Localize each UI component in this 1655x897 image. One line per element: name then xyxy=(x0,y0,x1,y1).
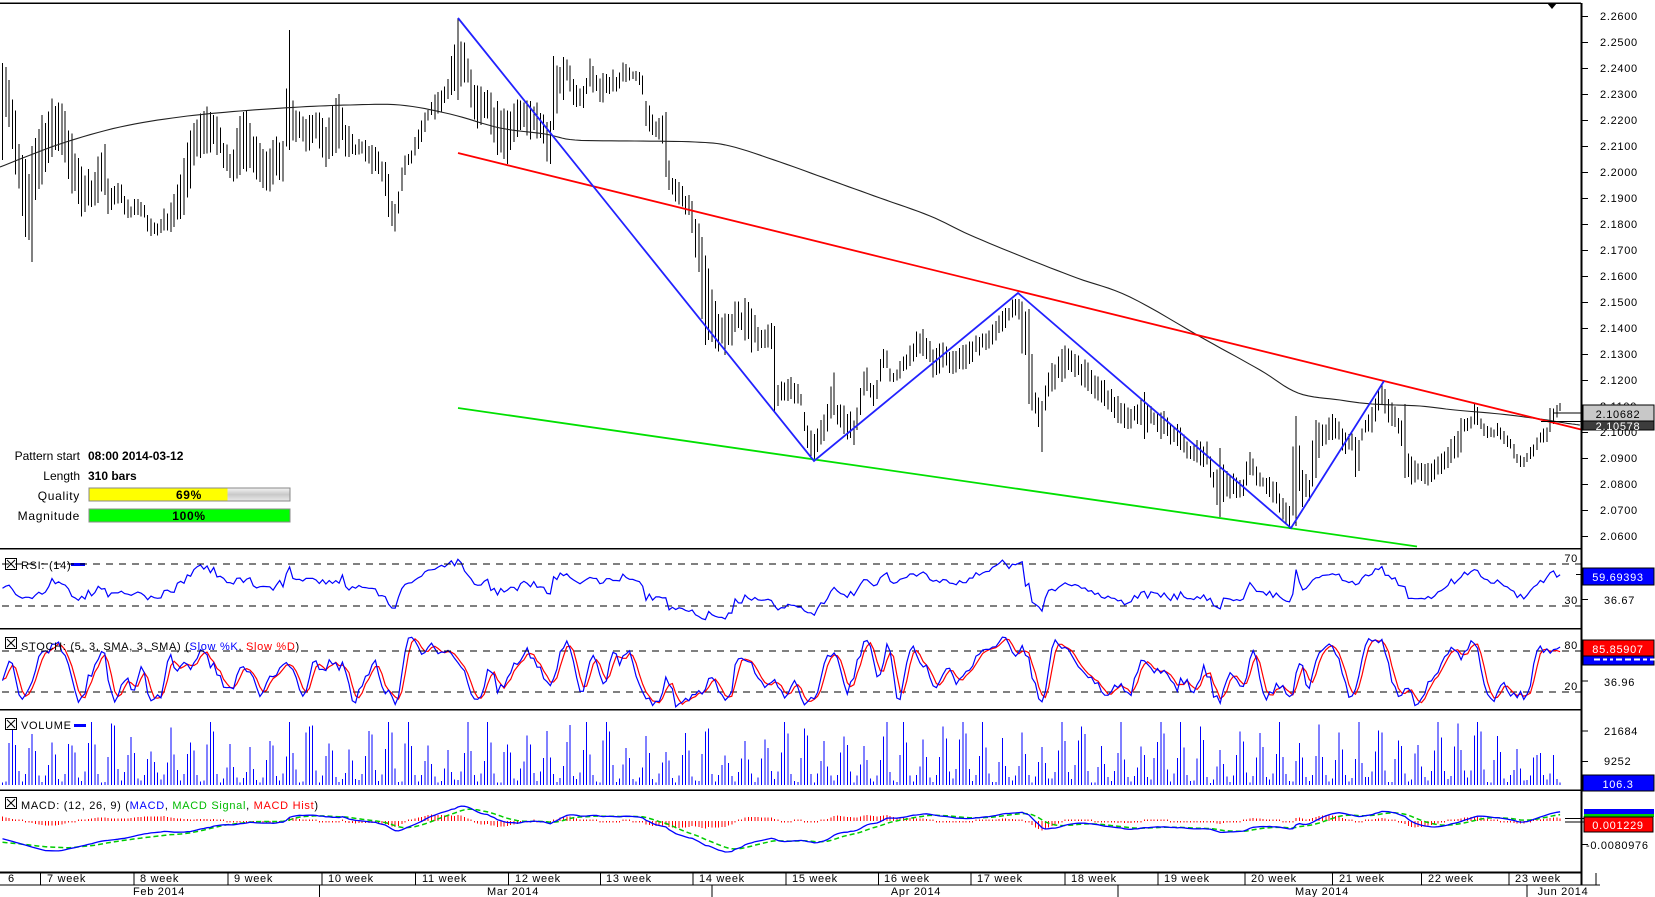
svg-text:2.10578: 2.10578 xyxy=(1596,421,1641,433)
svg-text:2.2000: 2.2000 xyxy=(1600,167,1638,179)
svg-text:MACD: (12, 26, 9) (MACD, MACD: MACD: (12, 26, 9) (MACD, MACD Signal, MA… xyxy=(21,800,319,812)
svg-text:22 week: 22 week xyxy=(1428,873,1474,885)
svg-text:13 week: 13 week xyxy=(606,873,652,885)
svg-text:Magnitude: Magnitude xyxy=(18,509,80,523)
svg-text:100%: 100% xyxy=(172,509,206,523)
svg-text:8 week: 8 week xyxy=(140,873,179,885)
svg-text:08:00 2014-03-12: 08:00 2014-03-12 xyxy=(88,449,184,463)
svg-text:11 week: 11 week xyxy=(422,873,467,885)
svg-text:20 week: 20 week xyxy=(1251,873,1297,885)
svg-text:6: 6 xyxy=(8,873,15,885)
svg-text:18 week: 18 week xyxy=(1071,873,1117,885)
svg-text:10 week: 10 week xyxy=(328,873,374,885)
svg-text:2.1800: 2.1800 xyxy=(1600,219,1638,231)
svg-text:2.1200: 2.1200 xyxy=(1600,375,1638,387)
svg-text:80: 80 xyxy=(1564,640,1578,652)
svg-text:2.2200: 2.2200 xyxy=(1600,115,1638,127)
svg-text:2.1300: 2.1300 xyxy=(1600,349,1638,361)
svg-text:2.2500: 2.2500 xyxy=(1600,37,1638,49)
svg-text:69%: 69% xyxy=(176,488,202,502)
svg-text:VOLUME: VOLUME xyxy=(21,720,72,732)
svg-text:7 week: 7 week xyxy=(47,873,86,885)
svg-text:19 week: 19 week xyxy=(1164,873,1210,885)
svg-text:85.85907: 85.85907 xyxy=(1592,644,1643,656)
svg-text:2.2600: 2.2600 xyxy=(1600,11,1638,23)
svg-text:23 week: 23 week xyxy=(1515,873,1561,885)
svg-text:2.2100: 2.2100 xyxy=(1600,141,1638,153)
svg-text:2.0700: 2.0700 xyxy=(1600,505,1638,517)
svg-text:2.1600: 2.1600 xyxy=(1600,271,1638,283)
svg-text:2.10682: 2.10682 xyxy=(1596,409,1641,421)
svg-text:Jun 2014: Jun 2014 xyxy=(1538,886,1589,897)
svg-text:16 week: 16 week xyxy=(884,873,930,885)
svg-text:Pattern start: Pattern start xyxy=(15,449,81,463)
svg-text:2.0900: 2.0900 xyxy=(1600,453,1638,465)
svg-text:15 week: 15 week xyxy=(792,873,838,885)
svg-text:2.0600: 2.0600 xyxy=(1600,531,1638,543)
svg-text:Apr 2014: Apr 2014 xyxy=(891,886,941,897)
svg-text:May 2014: May 2014 xyxy=(1295,886,1349,897)
svg-text:RSI: (14): RSI: (14) xyxy=(21,560,71,572)
svg-text:Quality: Quality xyxy=(38,489,80,503)
svg-text:2.1400: 2.1400 xyxy=(1600,323,1638,335)
svg-text:70: 70 xyxy=(1564,553,1578,565)
svg-text:106.3: 106.3 xyxy=(1602,779,1633,791)
svg-text:2.1700: 2.1700 xyxy=(1600,245,1638,257)
svg-text:310 bars: 310 bars xyxy=(88,469,137,483)
svg-text:21684: 21684 xyxy=(1604,726,1638,738)
svg-text:Mar 2014: Mar 2014 xyxy=(487,886,539,897)
svg-text:9 week: 9 week xyxy=(234,873,273,885)
svg-text:36.67: 36.67 xyxy=(1604,595,1635,607)
svg-text:17 week: 17 week xyxy=(977,873,1023,885)
svg-text:-0.0080976: -0.0080976 xyxy=(1586,840,1649,852)
svg-text:2.2300: 2.2300 xyxy=(1600,89,1638,101)
svg-text:20: 20 xyxy=(1564,681,1578,693)
svg-text:STOCH: (5, 3, SMA, 3, SMA) (Sl: STOCH: (5, 3, SMA, 3, SMA) (Slow %K, Slo… xyxy=(21,641,300,653)
svg-text:2.2400: 2.2400 xyxy=(1600,63,1638,75)
svg-text:2.1500: 2.1500 xyxy=(1600,297,1638,309)
svg-text:59.69393: 59.69393 xyxy=(1592,572,1643,584)
svg-text:Length: Length xyxy=(43,469,80,483)
svg-text:9252: 9252 xyxy=(1604,756,1631,768)
svg-text:12 week: 12 week xyxy=(515,873,561,885)
svg-text:14 week: 14 week xyxy=(699,873,745,885)
svg-text:30: 30 xyxy=(1564,595,1578,607)
svg-text:36.96: 36.96 xyxy=(1604,677,1635,689)
svg-text:Feb 2014: Feb 2014 xyxy=(133,886,185,897)
svg-text:2.0800: 2.0800 xyxy=(1600,479,1638,491)
svg-text:2.1900: 2.1900 xyxy=(1600,193,1638,205)
svg-text:0.001229: 0.001229 xyxy=(1592,820,1643,832)
svg-text:21 week: 21 week xyxy=(1339,873,1385,885)
